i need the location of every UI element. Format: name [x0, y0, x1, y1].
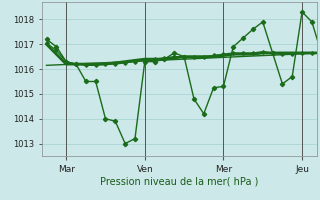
X-axis label: Pression niveau de la mer( hPa ): Pression niveau de la mer( hPa ) — [100, 177, 258, 187]
